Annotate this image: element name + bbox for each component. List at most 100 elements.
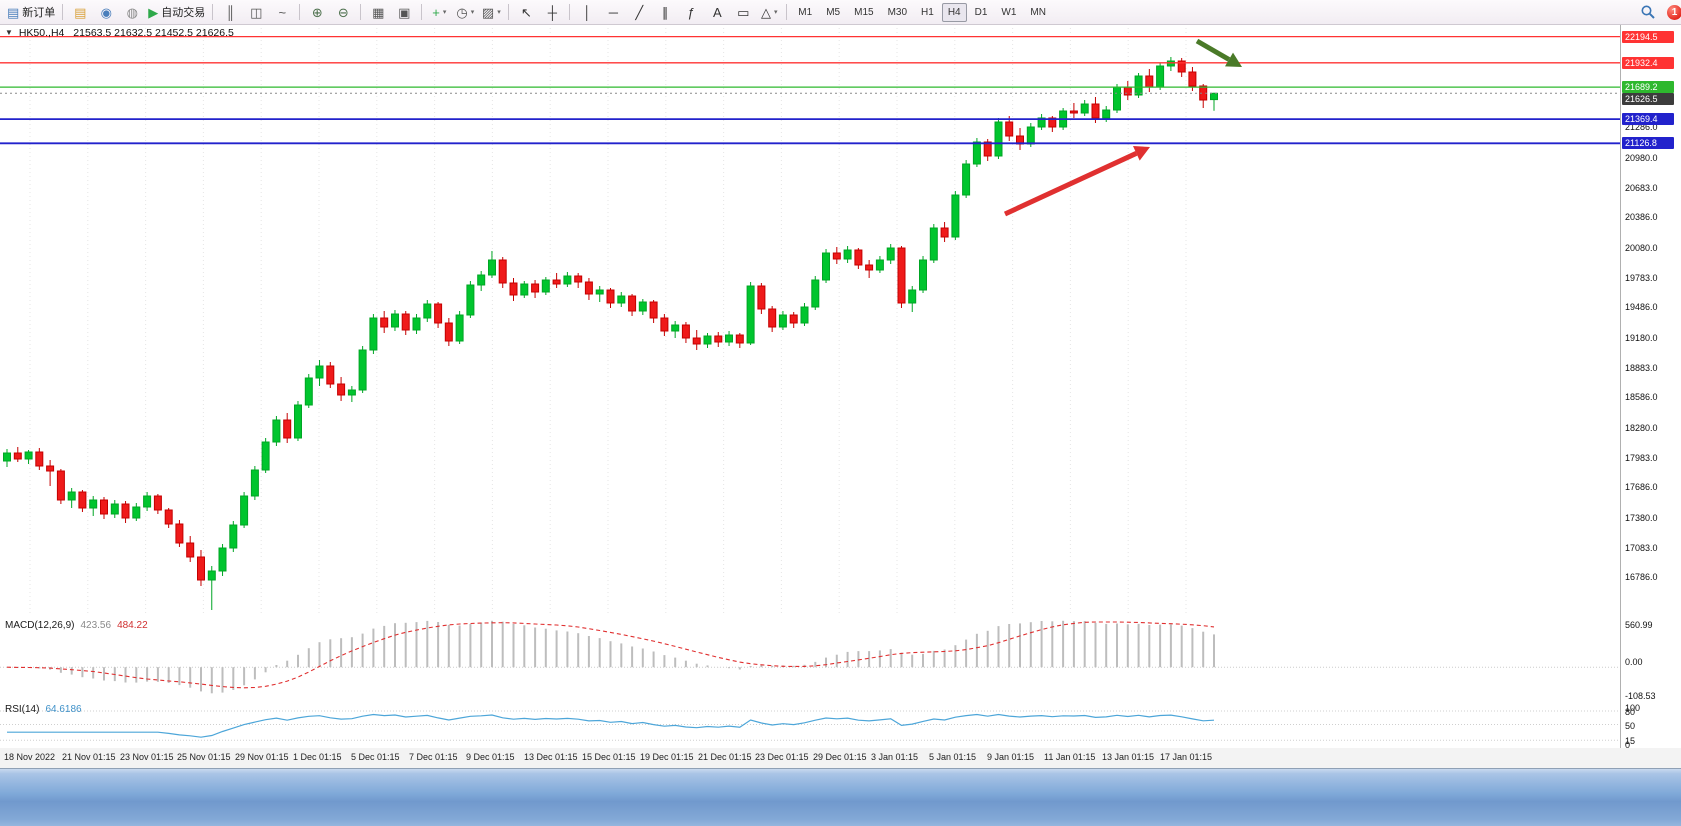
web-terminal-button[interactable]: ◍: [119, 2, 145, 22]
price-axis-label: 16786.0: [1625, 572, 1658, 582]
time-axis-label: 7 Dec 01:15: [409, 752, 458, 762]
price-axis-label: 17083.0: [1625, 543, 1658, 553]
text-label-icon: ▭: [737, 4, 750, 20]
templates-caret-icon: ▾: [497, 9, 501, 16]
candle-chart-button[interactable]: ◫: [243, 2, 269, 22]
rsi-scale-label: 100: [1625, 703, 1641, 713]
rsi-panel[interactable]: RSI(14) 64.6186: [0, 702, 1620, 749]
periods-button[interactable]: ◷ ▾: [452, 2, 478, 22]
time-axis-label: 21 Nov 01:15: [62, 752, 116, 762]
time-axis-label: 19 Dec 01:15: [640, 752, 694, 762]
timeframe-M5[interactable]: M5: [826, 6, 841, 18]
time-axis-label: 3 Jan 01:15: [871, 752, 919, 762]
templates-button[interactable]: ▨ ▾: [478, 2, 504, 22]
candlestick-series: [3, 57, 1218, 610]
taskbar[interactable]: [0, 768, 1681, 826]
line-chart-button[interactable]: ~: [269, 2, 295, 22]
time-axis-label: 9 Dec 01:15: [466, 752, 515, 762]
new-order-icon: ▤: [7, 4, 20, 20]
toolbar: ▤ 新订单 ▤ ◉ ◍ ▶ 自动交易 ║ ◫ ~ ⊕ ⊖ ▦ ▣ + ▾ ◷ ▾ ▨ ▾ ↖ ┼ │ ─ ╱ ∥ ƒ A ▭ △ ▾ M1 M…: [0, 0, 1681, 25]
toolbar-separator: [569, 4, 571, 20]
equidistant-channel-button[interactable]: ∥: [652, 2, 678, 22]
red-trend-arrow[interactable]: [1003, 146, 1150, 217]
time-axis-label: 18 Nov 2022: [4, 752, 56, 762]
zoom-in-button[interactable]: ⊕: [304, 2, 330, 22]
time-axis-label: 29 Nov 01:15: [235, 752, 289, 762]
text-icon: A: [712, 4, 722, 20]
rsi-name: RSI(14): [5, 704, 40, 715]
green-down-arrow[interactable]: [1195, 38, 1242, 67]
cursor-button[interactable]: ↖: [513, 2, 539, 22]
period-gridlines: [29, 24, 1187, 616]
trendline-icon: ╱: [635, 4, 644, 20]
market-watch-button[interactable]: ▤: [67, 2, 93, 22]
zoom-out-icon: ⊖: [337, 4, 349, 20]
trendline-button[interactable]: ╱: [626, 2, 652, 22]
price-tag-current: 21626.5: [1622, 93, 1674, 105]
macd-label: MACD(12,26,9) 423.56 484.22: [5, 620, 148, 631]
price-axis-label: 17983.0: [1625, 453, 1658, 463]
price-axis-label: 19486.0: [1625, 302, 1658, 312]
time-axis-label: 11 Jan 01:15: [1044, 752, 1096, 762]
crosshair-button[interactable]: ┼: [539, 2, 565, 22]
vertical-line-button[interactable]: │: [574, 2, 600, 22]
timeframe-toolbar: M1 M5 M15 M30 H1 H4 D1 W1 MN: [791, 2, 1053, 22]
timeframe-H1[interactable]: H1: [921, 6, 934, 18]
indicators-button[interactable]: + ▾: [426, 2, 452, 22]
notification-badge[interactable]: 1: [1667, 4, 1681, 20]
new-order-button[interactable]: ▤ 新订单: [4, 2, 58, 22]
price-axis-label: 20683.0: [1625, 183, 1658, 193]
autotrading-button[interactable]: ▶ 自动交易: [145, 2, 208, 22]
toolbar-separator: [299, 4, 301, 20]
tile-windows-button[interactable]: ▦: [365, 2, 391, 22]
autotrading-label: 自动交易: [161, 7, 206, 19]
timeframe-MN[interactable]: MN: [1030, 6, 1046, 18]
timeframe-W1[interactable]: W1: [1001, 6, 1017, 18]
price-tag-line: 21126.8: [1622, 137, 1674, 149]
bar-chart-button[interactable]: ║: [217, 2, 243, 22]
timeframe-M1[interactable]: M1: [798, 6, 813, 18]
auto-arrange-button[interactable]: ▣: [391, 2, 417, 22]
price-axis-label: 20980.0: [1625, 153, 1658, 163]
rsi-canvas[interactable]: [0, 702, 1620, 747]
timeframe-D1[interactable]: D1: [974, 6, 988, 18]
main-chart-canvas[interactable]: [0, 24, 1620, 617]
bar-chart-icon: ║: [225, 4, 235, 20]
chart-symbol-label: HK50.,H4: [18, 27, 65, 39]
time-axis-label: 13 Dec 01:15: [524, 752, 578, 762]
web-terminal-icon: ◍: [126, 4, 138, 20]
chart-dropdown-icon[interactable]: ▼: [5, 28, 13, 37]
timeframe-M30[interactable]: M30: [887, 6, 908, 18]
horizontal-line-icon: ─: [608, 4, 618, 20]
price-axis-label: 20080.0: [1625, 243, 1658, 253]
horizontal-line-button[interactable]: ─: [600, 2, 626, 22]
fibonacci-button[interactable]: ƒ: [678, 2, 704, 22]
zoom-out-button[interactable]: ⊖: [330, 2, 356, 22]
navigator-button[interactable]: ◉: [93, 2, 119, 22]
macd-panel[interactable]: MACD(12,26,9) 423.56 484.22: [0, 618, 1620, 703]
timeframe-M15[interactable]: M15: [854, 6, 874, 18]
price-axis-label: 17686.0: [1625, 482, 1658, 492]
timeframe-H4[interactable]: H4: [941, 2, 967, 22]
time-axis-label: 9 Jan 01:15: [987, 752, 1035, 762]
time-axis[interactable]: 18 Nov 2022 21 Nov 01:15 23 Nov 01:15 25 No…: [0, 748, 1681, 769]
chart-title: ▼ HK50.,H4 21563.5 21632.5 21452.5 21626…: [5, 27, 234, 39]
line-chart-icon: ~: [278, 4, 287, 20]
price-axis-label: 18883.0: [1625, 363, 1658, 373]
macd-scale-max: 560.99: [1625, 620, 1653, 630]
search-button[interactable]: [1635, 2, 1661, 22]
macd-canvas[interactable]: [0, 618, 1620, 701]
macd-main-value: 423.56: [80, 620, 112, 631]
rsi-label: RSI(14) 64.6186: [5, 704, 82, 715]
toolbar-separator: [360, 4, 362, 20]
chart-ohlc-values: 21563.5 21632.5 21452.5 21626.5: [73, 27, 234, 39]
text-label-button[interactable]: ▭: [730, 2, 756, 22]
main-chart-panel[interactable]: ▼ HK50.,H4 21563.5 21632.5 21452.5 21626…: [0, 24, 1620, 619]
text-button[interactable]: A: [704, 2, 730, 22]
price-tag-line: 21932.4: [1622, 57, 1674, 69]
price-axis[interactable]: 21286.0 20980.0 20683.0 20386.0 20080.0 19783…: [1620, 24, 1681, 768]
time-axis-label: 17 Jan 01:15: [1160, 752, 1213, 762]
indicators-icon: +: [432, 4, 440, 20]
shapes-button[interactable]: △ ▾: [756, 2, 782, 22]
